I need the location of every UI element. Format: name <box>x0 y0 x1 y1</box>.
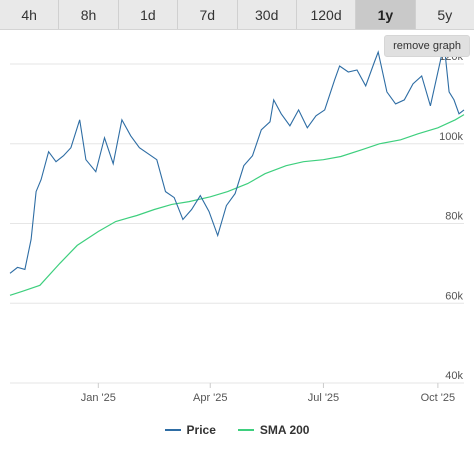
tab-30d[interactable]: 30d <box>237 0 297 29</box>
series-line-sma-200 <box>9 114 465 296</box>
tab-1d[interactable]: 1d <box>118 0 179 29</box>
x-axis-ticks: Jan '25 Apr '25 Jul '25 Oct '25 <box>81 383 455 404</box>
tab-7d[interactable]: 7d <box>178 0 238 29</box>
y-tick-label: 40k <box>445 370 463 382</box>
series-line-price <box>9 43 465 274</box>
tab-5y[interactable]: 5y <box>415 0 474 29</box>
legend-item-sma-200[interactable]: SMA 200 <box>237 423 310 437</box>
legend-label-price: Price <box>186 423 216 437</box>
remove-graph-button[interactable]: remove graph <box>384 35 470 57</box>
tab-4h[interactable]: 4h <box>0 0 60 29</box>
x-tick-label: Apr '25 <box>193 392 228 404</box>
x-tick-label: Jan '25 <box>81 392 116 404</box>
x-tick-label: Jul '25 <box>308 392 339 404</box>
timeframe-tabs: 4h 8h 1d 7d 30d 120d 1y 5y <box>0 0 474 30</box>
grid-lines <box>10 63 464 384</box>
y-tick-label: 60k <box>445 290 463 302</box>
tab-8h[interactable]: 8h <box>59 0 119 29</box>
tab-1y[interactable]: 1y <box>356 0 416 29</box>
legend-swatch-price <box>164 429 181 431</box>
tab-120d[interactable]: 120d <box>296 0 357 29</box>
chart-legend: Price SMA 200 <box>0 420 474 440</box>
y-tick-label: 100k <box>439 131 463 143</box>
legend-item-price[interactable]: Price <box>164 423 216 437</box>
y-tick-label: 80k <box>445 211 463 223</box>
legend-label-sma-200: SMA 200 <box>259 423 310 437</box>
legend-swatch-sma-200 <box>237 429 254 431</box>
x-tick-label: Oct '25 <box>421 392 456 404</box>
